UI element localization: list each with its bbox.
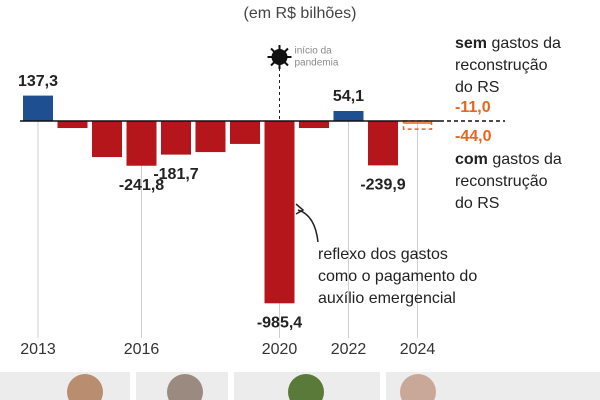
bar (230, 121, 260, 144)
bar (299, 121, 329, 129)
strip-segment (0, 372, 130, 400)
value-label: -181,7 (153, 166, 198, 183)
annotation-arrowhead (295, 203, 305, 215)
pandemic-note: pandemia (295, 58, 339, 69)
x-tick-label: 2016 (124, 341, 160, 358)
value-label: -241,8 (119, 177, 164, 194)
bar (368, 121, 398, 166)
portrait (288, 374, 324, 400)
projection-emphasis: sem (455, 35, 487, 52)
projection-line: reconstrução (455, 57, 548, 74)
pandemic-note: início da (295, 46, 333, 57)
value-label: -985,4 (257, 315, 302, 332)
aid-note: como o pagamento do (318, 268, 477, 285)
bar (161, 121, 191, 155)
projection-value-label: -44,0 (455, 128, 492, 145)
projection-emphasis: com (455, 151, 488, 168)
annotation-arrow (297, 209, 319, 243)
portrait (167, 374, 203, 400)
projection-name: sem gastos da (455, 35, 561, 52)
projection-line: reconstrução (455, 173, 548, 190)
bar (57, 121, 88, 129)
value-label: 54,1 (333, 88, 364, 105)
projection-value-label: -11,0 (455, 99, 491, 116)
bar (92, 121, 122, 158)
virus-icon (271, 49, 288, 65)
presidents-strip (0, 372, 600, 400)
x-tick-label: 2013 (20, 341, 56, 358)
bar (23, 95, 53, 121)
aid-note: auxílio emergencial (318, 290, 456, 307)
x-tick-label: 2022 (331, 341, 367, 358)
x-tick-label: 2024 (400, 341, 436, 358)
portrait (400, 374, 436, 400)
value-label: 137,3 (18, 73, 58, 90)
projection-name: com gastos da (455, 151, 562, 168)
x-tick-label: 2020 (262, 341, 298, 358)
projection-line: gastos da (492, 151, 561, 168)
projection-line: gastos da (491, 35, 560, 52)
bar (126, 121, 157, 166)
bar (264, 121, 295, 304)
projection-line: do RS (455, 195, 499, 212)
bar (195, 121, 226, 153)
chart-subtitle: (em R$ bilhões) (244, 5, 357, 22)
aid-note: reflexo dos gastos (318, 246, 448, 263)
portrait (67, 374, 103, 400)
value-label: -239,9 (360, 177, 405, 194)
projection-line: do RS (455, 79, 499, 96)
bar (333, 110, 364, 121)
